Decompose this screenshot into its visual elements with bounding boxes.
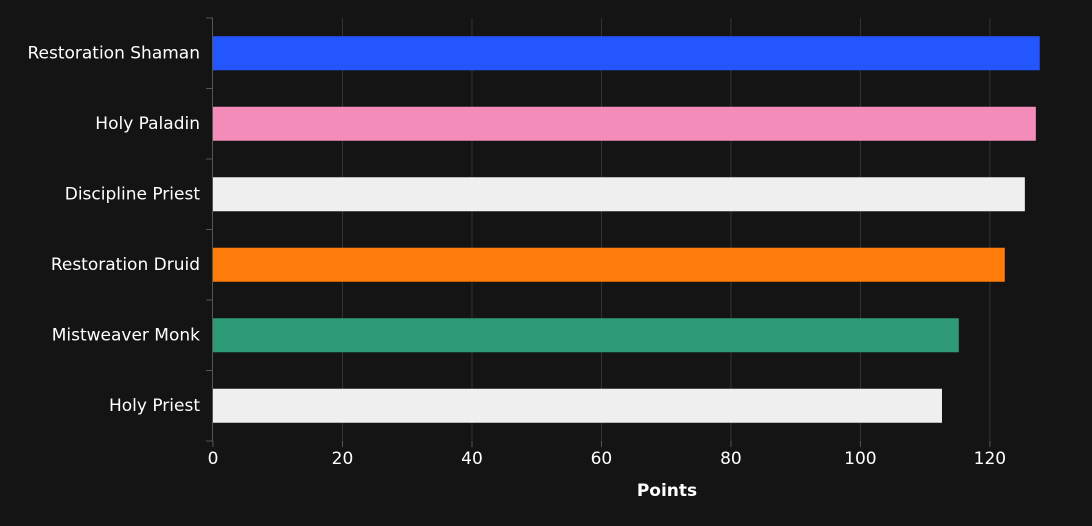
- y-tick-label: Restoration Shaman: [27, 43, 200, 63]
- x-tick-label: 20: [332, 449, 354, 469]
- y-tick-label: Holy Priest: [109, 396, 200, 416]
- x-tick-label: 120: [974, 449, 1006, 469]
- bar: [213, 36, 1040, 71]
- x-tick-label: 80: [720, 449, 742, 469]
- x-tick-label: 100: [844, 449, 876, 469]
- x-tick-label: 0: [208, 449, 219, 469]
- bar: [213, 106, 1036, 141]
- x-tick-label: 40: [461, 449, 483, 469]
- bar: [213, 247, 1005, 282]
- x-axis-title: Points: [637, 481, 697, 501]
- y-tick-label: Mistweaver Monk: [52, 325, 200, 345]
- bar: [213, 318, 959, 353]
- bar: [213, 388, 942, 423]
- bar: [213, 177, 1025, 212]
- y-tick-label: Holy Paladin: [95, 114, 200, 134]
- y-tick-label: Restoration Druid: [51, 255, 200, 275]
- y-tick-label: Discipline Priest: [65, 184, 201, 204]
- x-tick-label: 60: [591, 449, 613, 469]
